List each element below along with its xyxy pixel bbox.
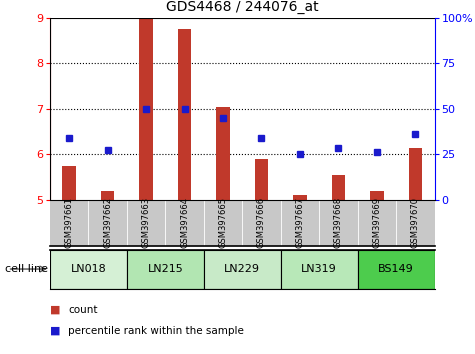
Text: GSM397669: GSM397669 bbox=[372, 196, 381, 247]
Bar bbox=[50, 250, 127, 289]
Bar bbox=[178, 29, 191, 200]
Text: ■: ■ bbox=[50, 305, 60, 315]
Bar bbox=[127, 250, 204, 289]
Text: LN215: LN215 bbox=[147, 264, 183, 274]
Text: GSM397668: GSM397668 bbox=[334, 196, 343, 248]
Text: LN229: LN229 bbox=[224, 264, 260, 274]
Bar bbox=[408, 148, 422, 200]
Bar bbox=[255, 159, 268, 200]
Bar bbox=[293, 195, 307, 200]
Text: percentile rank within the sample: percentile rank within the sample bbox=[68, 326, 244, 336]
Bar bbox=[281, 250, 358, 289]
Text: GSM397670: GSM397670 bbox=[411, 196, 420, 247]
Bar bbox=[358, 250, 435, 289]
Bar bbox=[216, 107, 230, 200]
Bar bbox=[62, 166, 76, 200]
Text: BS149: BS149 bbox=[378, 264, 414, 274]
Text: GSM397667: GSM397667 bbox=[295, 196, 304, 248]
Text: GSM397662: GSM397662 bbox=[103, 196, 112, 247]
Title: GDS4468 / 244076_at: GDS4468 / 244076_at bbox=[166, 0, 319, 14]
Text: GSM397664: GSM397664 bbox=[180, 196, 189, 247]
Bar bbox=[370, 191, 384, 200]
Text: cell line: cell line bbox=[5, 264, 48, 274]
Text: GSM397665: GSM397665 bbox=[218, 196, 228, 247]
Text: GSM397666: GSM397666 bbox=[257, 196, 266, 248]
Text: GSM397661: GSM397661 bbox=[65, 196, 74, 247]
Text: LN319: LN319 bbox=[301, 264, 337, 274]
Bar bbox=[204, 250, 281, 289]
Bar bbox=[139, 18, 153, 200]
Text: GSM397663: GSM397663 bbox=[142, 196, 151, 248]
Bar bbox=[101, 191, 114, 200]
Text: LN018: LN018 bbox=[70, 264, 106, 274]
Bar bbox=[332, 175, 345, 200]
Text: ■: ■ bbox=[50, 326, 60, 336]
Text: count: count bbox=[68, 305, 97, 315]
